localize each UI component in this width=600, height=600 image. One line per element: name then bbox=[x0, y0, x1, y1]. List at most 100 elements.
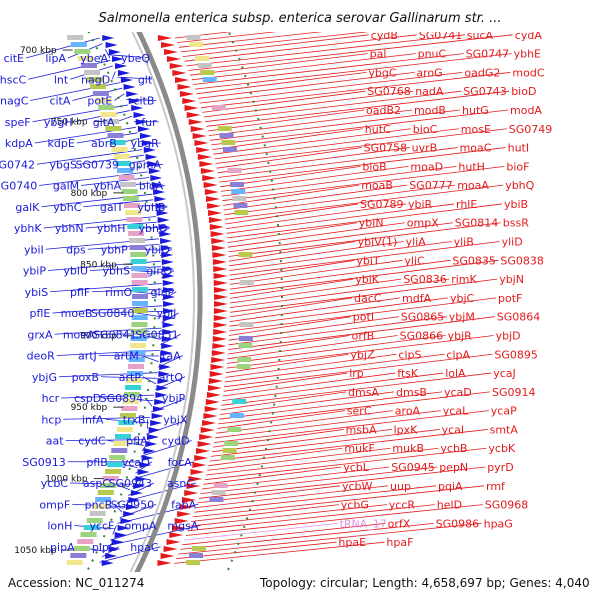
forward-gene-label[interactable]: ybjZ bbox=[350, 348, 375, 361]
forward-gene-label[interactable]: SG0968 bbox=[485, 499, 529, 512]
reverse-gene-label[interactable]: SG0739 bbox=[75, 158, 119, 171]
forward-gene-label[interactable]: pnuC bbox=[418, 48, 447, 61]
forward-gene-label[interactable]: SG0743 bbox=[463, 85, 507, 98]
forward-gene-label[interactable]: ybhE bbox=[514, 48, 541, 61]
forward-gene-label[interactable]: ycaL bbox=[443, 405, 469, 418]
reverse-gene-label[interactable]: moeA bbox=[63, 328, 95, 341]
reverse-gene-label[interactable]: ybhP bbox=[101, 243, 128, 256]
reverse-gene-label[interactable]: grxA bbox=[27, 328, 53, 341]
reverse-gene-label[interactable]: artM bbox=[114, 350, 139, 363]
reverse-gene-label[interactable]: aspC bbox=[83, 477, 110, 490]
reverse-gene-label[interactable]: infA bbox=[82, 413, 104, 426]
forward-gene-label[interactable]: dmsB bbox=[396, 386, 427, 399]
reverse-gene-label[interactable]: lonH bbox=[47, 520, 72, 533]
reverse-gene-label[interactable]: focA bbox=[168, 456, 193, 469]
forward-gene-label[interactable]: yliC bbox=[404, 254, 425, 267]
forward-gene-label[interactable]: pyrD bbox=[487, 461, 514, 474]
reverse-gene-label[interactable]: mgsA bbox=[167, 520, 198, 533]
reverse-gene-label[interactable]: SG0894 bbox=[100, 392, 144, 405]
forward-gene-label[interactable]: hpaE bbox=[338, 536, 366, 549]
reverse-gene-label[interactable]: ybiP bbox=[23, 265, 47, 278]
forward-gene-label[interactable]: tRNA_17 bbox=[340, 517, 387, 530]
forward-gene-label[interactable]: ftsK bbox=[397, 367, 419, 380]
forward-gene-label[interactable]: oadG2 bbox=[464, 66, 500, 79]
reverse-gene-label[interactable]: aat bbox=[46, 435, 64, 448]
forward-gene-label[interactable]: cydB bbox=[371, 29, 398, 42]
forward-gene-label[interactable]: ycaJ bbox=[493, 367, 516, 380]
reverse-gene-label[interactable]: rimO bbox=[105, 286, 132, 299]
forward-gene-label[interactable]: yliD bbox=[502, 236, 523, 249]
reverse-gene-label[interactable]: SG0840 bbox=[91, 307, 135, 320]
forward-gene-label[interactable]: ycbW bbox=[342, 480, 373, 493]
forward-gene-label[interactable]: ybjR bbox=[448, 329, 473, 342]
reverse-gene-label[interactable]: ybeQ bbox=[121, 52, 150, 65]
reverse-gene-label[interactable]: dps bbox=[66, 243, 86, 256]
forward-gene-label[interactable]: hutI bbox=[508, 142, 530, 155]
reverse-gene-label[interactable]: ybjX bbox=[163, 413, 188, 426]
forward-gene-label[interactable]: ompX bbox=[407, 217, 439, 230]
reverse-gene-label[interactable]: fur bbox=[141, 116, 157, 129]
reverse-gene-label[interactable]: nagD bbox=[81, 73, 110, 86]
reverse-gene-label[interactable]: hcr bbox=[42, 392, 60, 405]
forward-gene-label[interactable]: moaD bbox=[410, 160, 443, 173]
reverse-gene-label[interactable]: SG0742 bbox=[0, 158, 35, 171]
forward-gene-label[interactable]: rimK bbox=[451, 273, 477, 286]
reverse-gene-label[interactable]: nagC bbox=[0, 95, 29, 108]
reverse-gene-label[interactable]: lipA bbox=[45, 52, 66, 65]
reverse-gene-label[interactable]: potE bbox=[87, 95, 112, 108]
reverse-gene-label[interactable]: glnQ bbox=[146, 265, 172, 278]
reverse-gene-label[interactable]: yccF bbox=[89, 520, 114, 533]
gene-labels[interactable]: citE lipA ybeA ybeQ hscC lnt nagD glt nagC citA po… bbox=[0, 10, 552, 554]
reverse-gene-label[interactable]: ybhC bbox=[53, 201, 81, 214]
forward-gene-label[interactable]: ycaP bbox=[491, 405, 517, 418]
reverse-gene-label[interactable]: artJ bbox=[78, 350, 97, 363]
reverse-gene-label[interactable]: speF bbox=[5, 116, 31, 129]
forward-gene-label[interactable]: SG0814 bbox=[455, 217, 499, 230]
forward-gene-label[interactable]: lpxK bbox=[394, 423, 419, 436]
forward-gene-label[interactable]: clpS bbox=[398, 348, 421, 361]
reverse-gene-label[interactable]: ompF bbox=[39, 498, 70, 511]
forward-gene-label[interactable]: ycbK bbox=[488, 442, 516, 455]
forward-gene-label[interactable]: pqiA bbox=[438, 480, 463, 493]
forward-gene-label[interactable]: aroA bbox=[395, 405, 421, 418]
reverse-gene-label[interactable]: glt bbox=[138, 73, 153, 86]
forward-gene-label[interactable]: msbA bbox=[346, 423, 377, 436]
forward-gene-label[interactable]: moaB bbox=[361, 179, 393, 192]
reverse-gene-label[interactable]: ompA bbox=[124, 520, 156, 533]
reverse-gene-label[interactable]: citB bbox=[133, 95, 154, 108]
forward-gene-label[interactable]: ybiV(1) bbox=[358, 236, 398, 249]
forward-gene-label[interactable]: SG0749 bbox=[509, 123, 553, 136]
forward-gene-label[interactable]: modA bbox=[510, 104, 542, 117]
forward-gene-label[interactable]: mukB bbox=[392, 442, 424, 455]
forward-gene-label[interactable]: smtA bbox=[490, 423, 519, 436]
forward-gene-label[interactable]: potF bbox=[498, 292, 522, 305]
forward-gene-label[interactable]: hutC bbox=[365, 123, 391, 136]
forward-gene-label[interactable]: bioD bbox=[511, 85, 536, 98]
forward-gene-label[interactable]: uup bbox=[390, 480, 411, 493]
forward-gene-label[interactable]: modB bbox=[414, 104, 446, 117]
reverse-gene-label[interactable]: ybgS bbox=[50, 158, 77, 171]
forward-gene-label[interactable]: SG0758 bbox=[364, 142, 408, 155]
forward-gene-label[interactable]: ybiB bbox=[504, 198, 528, 211]
reverse-gene-label[interactable]: ybjP bbox=[162, 392, 186, 405]
reverse-gene-label[interactable]: pflA bbox=[126, 435, 148, 448]
forward-gene-label[interactable]: SG0895 bbox=[494, 348, 538, 361]
reverse-gene-label[interactable]: ybhB bbox=[137, 201, 165, 214]
forward-gene-label[interactable]: bssR bbox=[503, 217, 529, 230]
reverse-gene-label[interactable]: pipA bbox=[50, 541, 75, 554]
reverse-gene-label[interactable]: glnP bbox=[151, 286, 175, 299]
forward-gene-label[interactable]: bioB bbox=[362, 160, 386, 173]
forward-gene-label[interactable]: ybiR bbox=[408, 198, 433, 211]
forward-gene-label[interactable]: ybhQ bbox=[505, 179, 534, 192]
forward-gene-label[interactable]: ycbG bbox=[341, 499, 369, 512]
forward-gene-label[interactable]: SG0768 bbox=[367, 85, 411, 98]
forward-gene-label[interactable]: potI bbox=[353, 311, 374, 324]
reverse-gene-label[interactable]: asnC bbox=[167, 477, 194, 490]
reverse-gene-label[interactable]: cspD bbox=[74, 392, 101, 405]
reverse-gene-label[interactable]: pflE bbox=[30, 307, 51, 320]
forward-gene-label[interactable]: SG0914 bbox=[492, 386, 536, 399]
forward-gene-label[interactable]: SG0777 bbox=[409, 179, 453, 192]
reverse-gene-label[interactable]: SG0950 bbox=[111, 498, 155, 511]
forward-gene-label[interactable]: ycbB bbox=[440, 442, 467, 455]
reverse-gene-label[interactable]: fabA bbox=[171, 498, 197, 511]
